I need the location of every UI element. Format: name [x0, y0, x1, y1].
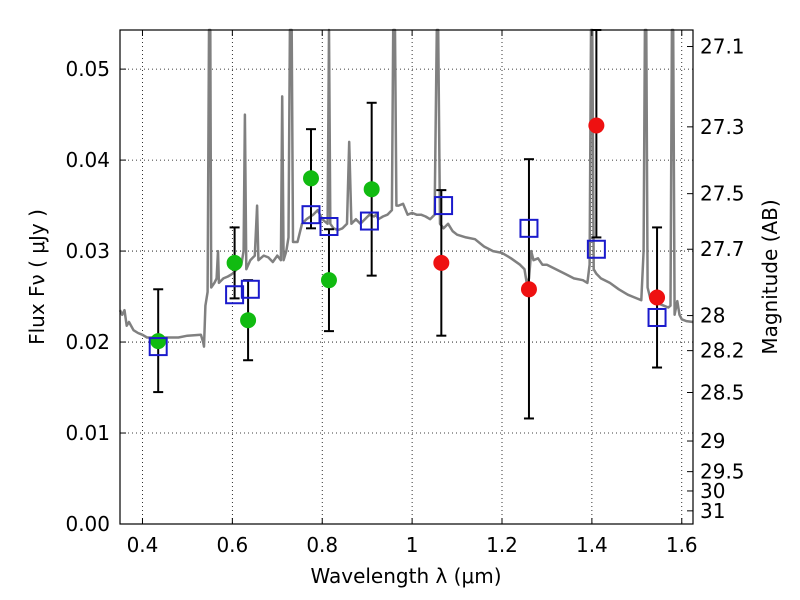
- green-data-point: [240, 312, 257, 329]
- x-tick-label: 1: [406, 533, 419, 557]
- x-tick-label: 1.2: [486, 533, 518, 557]
- x-tick-label: 1.6: [666, 533, 698, 557]
- model-square-marker: [240, 279, 260, 299]
- y-axis-title: Flux Fν ( μJy ): [25, 209, 49, 345]
- mag-tick-label: 28.2: [700, 339, 745, 363]
- x-tick-label: 0.4: [127, 533, 159, 557]
- red-data-point: [649, 289, 666, 306]
- axis-ticks: [120, 30, 693, 525]
- green-data-point: [303, 170, 319, 187]
- mag-tick-label: 28: [700, 304, 725, 328]
- x-axis-title: Wavelength λ (μm): [310, 564, 501, 588]
- y-tick-label: 0.02: [65, 330, 110, 354]
- red-data-point: [588, 117, 605, 134]
- model-square-marker: [434, 196, 454, 216]
- green-data-point: [150, 333, 167, 350]
- points-layer: [148, 117, 667, 357]
- green-data-point: [320, 272, 337, 289]
- model-square-marker: [519, 218, 539, 238]
- x-tick-label: 0.6: [216, 533, 248, 557]
- mag-tick-label: 30: [700, 479, 725, 503]
- model-square-marker: [647, 307, 667, 327]
- y-tick-label: 0.01: [65, 421, 110, 445]
- y-tick-label: 0.05: [65, 57, 110, 81]
- mag-tick-label: 31: [700, 499, 725, 523]
- model-square-marker: [319, 217, 339, 237]
- model-square-marker: [359, 211, 379, 231]
- y2-axis-title: Magnitude (AB): [758, 199, 782, 354]
- mag-tick-label: 29.5: [700, 460, 745, 484]
- y-tick-label: 0.03: [65, 239, 110, 263]
- mag-tick-label: 28.5: [700, 380, 745, 404]
- y-tick-label: 0.04: [65, 148, 110, 172]
- mag-tick-label: 27.7: [700, 237, 745, 261]
- red-data-point: [433, 254, 450, 271]
- model-square-marker: [148, 337, 168, 357]
- model-square-marker: [225, 285, 245, 305]
- model-square-marker: [586, 239, 606, 259]
- model-square-marker: [301, 205, 321, 225]
- mag-tick-label: 27.5: [700, 182, 745, 206]
- y-tick-label: 0.00: [65, 512, 110, 536]
- red-data-point: [520, 281, 537, 298]
- x-tick-label: 0.8: [306, 533, 338, 557]
- green-data-point: [226, 254, 243, 271]
- mag-tick-label: 29: [700, 429, 725, 453]
- green-data-point: [363, 181, 380, 198]
- mag-tick-label: 27.3: [700, 115, 745, 139]
- plot-frame: [119, 29, 694, 525]
- x-tick-label: 1.4: [576, 533, 608, 557]
- mag-tick-label: 27.1: [700, 35, 745, 59]
